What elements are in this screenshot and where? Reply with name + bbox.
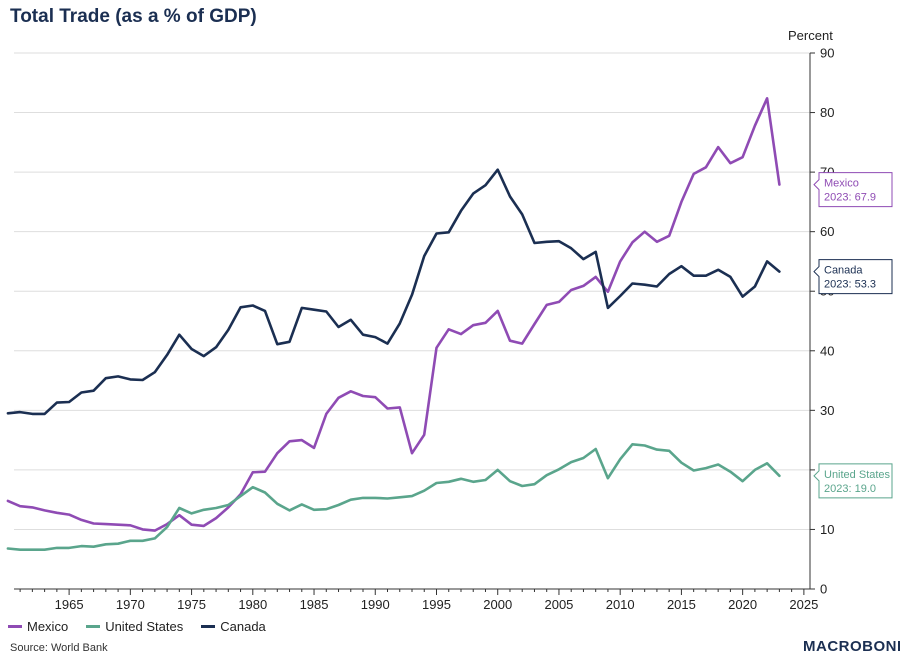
x-tick-label-1985: 1985	[300, 597, 329, 612]
y-tick-label-60: 60	[820, 224, 834, 239]
y-tick-label-40: 40	[820, 343, 834, 358]
legend-label-united-states: United States	[105, 619, 184, 634]
source-note: Source: World Bank	[10, 642, 108, 654]
series-line-canada	[6, 168, 781, 416]
legend-item-united-states: United States	[86, 619, 183, 634]
x-tick-label-1980: 1980	[238, 597, 267, 612]
x-tick-label-1990: 1990	[361, 597, 390, 612]
y-axis-unit-label: Percent	[788, 28, 833, 43]
end-label-name-mexico: Mexico	[824, 178, 859, 190]
x-tick-label-2010: 2010	[606, 597, 635, 612]
y-tick-label-10: 10	[820, 522, 834, 537]
legend-swatch-mexico	[8, 625, 22, 628]
x-tick-label-2015: 2015	[667, 597, 696, 612]
x-tick-label-2020: 2020	[728, 597, 757, 612]
end-label-value-mexico: 2023: 67.9	[824, 192, 876, 204]
end-label-united-states: United States 2023: 19.0	[813, 463, 893, 499]
legend-swatch-canada	[201, 625, 216, 628]
x-tick-label-2000: 2000	[483, 597, 512, 612]
y-tick-label-80: 80	[820, 105, 834, 120]
legend-item-mexico: Mexico	[8, 619, 68, 634]
chart-title: Total Trade (as a % of GDP)	[10, 6, 257, 27]
end-label-box-canada	[813, 259, 893, 295]
chart-legend: Mexico United States Canada	[8, 619, 266, 634]
end-label-name-united-states: United States	[824, 469, 891, 481]
series-line-united-states	[6, 443, 781, 551]
y-tick-label-90: 90	[820, 46, 834, 61]
end-label-name-canada: Canada	[824, 265, 863, 277]
x-tick-label-1975: 1975	[177, 597, 206, 612]
series-line-mexico	[6, 97, 781, 532]
x-tick-label-2005: 2005	[544, 597, 573, 612]
y-tick-label-0: 0	[820, 582, 827, 597]
end-label-box-mexico	[813, 172, 893, 208]
end-label-canada: Canada 2023: 53.3	[813, 259, 893, 295]
y-tick-label-30: 30	[820, 403, 834, 418]
macrobond-logo: MACROBOND	[803, 638, 900, 655]
legend-swatch-united-states	[86, 625, 101, 628]
end-label-value-canada: 2023: 53.3	[824, 279, 876, 291]
x-tick-label-1970: 1970	[116, 597, 145, 612]
legend-label-canada: Canada	[220, 619, 266, 634]
end-label-value-united-states: 2023: 19.0	[824, 483, 876, 495]
legend-item-canada: Canada	[201, 619, 266, 634]
x-tick-label-1965: 1965	[55, 597, 84, 612]
x-tick-label-1995: 1995	[422, 597, 451, 612]
end-label-mexico: Mexico 2023: 67.9	[813, 172, 893, 208]
end-label-box-united-states	[813, 463, 893, 499]
legend-label-mexico: Mexico	[27, 619, 69, 634]
x-tick-label-2025: 2025	[789, 597, 818, 612]
